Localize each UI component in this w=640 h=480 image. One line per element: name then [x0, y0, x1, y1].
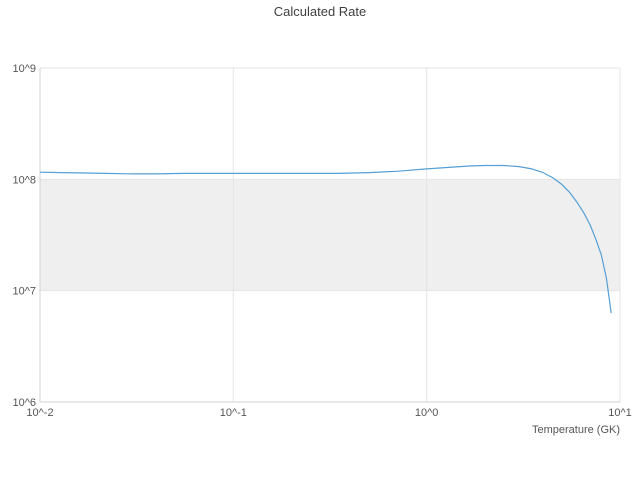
x-tick-label: 10^-2 — [26, 407, 53, 419]
y-tick-label: 10^9 — [12, 63, 36, 75]
x-tick-label: 10^1 — [608, 407, 632, 419]
y-tick-label: 10^7 — [12, 286, 36, 298]
rate-line — [39, 164, 612, 314]
y-tick-label: 10^8 — [12, 174, 36, 186]
x-tick-label: 10^0 — [415, 407, 439, 419]
chart-title: Calculated Rate — [273, 4, 367, 19]
y-tick-label: 10^6 — [12, 397, 36, 409]
highlight-band — [40, 179, 620, 291]
x-tick-label: 10^-1 — [220, 407, 247, 419]
x-axis-label: Temperature (GK) — [531, 424, 620, 436]
